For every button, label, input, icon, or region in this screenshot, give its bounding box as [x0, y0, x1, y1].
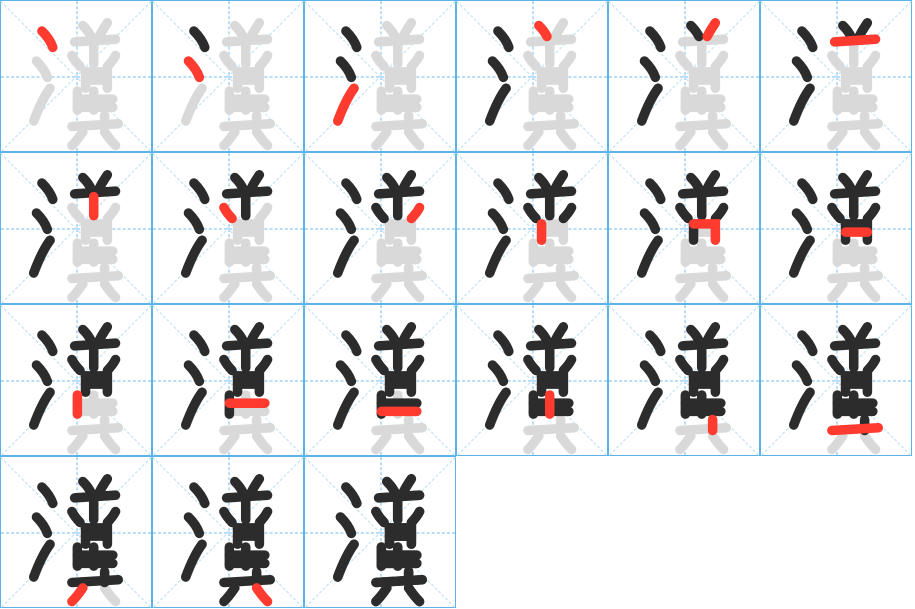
stroke-cell-15: [304, 304, 456, 456]
character-strokes: [153, 305, 303, 455]
stroke-cell-18: [760, 304, 912, 456]
highlight-stroke: [257, 588, 268, 602]
character-strokes: [305, 457, 455, 607]
character-strokes: [1, 153, 151, 303]
stroke-cell-3: [304, 0, 456, 152]
character-strokes: [761, 1, 911, 151]
stroke-cell-6: [760, 0, 912, 152]
character-strokes: [457, 153, 607, 303]
character-strokes: [1, 457, 151, 607]
character-strokes: [761, 153, 911, 303]
highlight-stroke: [338, 88, 354, 121]
stroke-cell-20: [152, 456, 304, 608]
highlight-stroke: [72, 588, 83, 602]
character-strokes: [609, 153, 759, 303]
stroke-cell-9: [304, 152, 456, 304]
stroke-cell-7: [0, 152, 152, 304]
stroke-cell-11: [608, 152, 760, 304]
stroke-cell-10: [456, 152, 608, 304]
character-strokes: [153, 153, 303, 303]
character-strokes: [609, 1, 759, 151]
stroke-cell-16: [456, 304, 608, 456]
highlight-stroke: [188, 61, 199, 77]
character-strokes: [305, 1, 455, 151]
character-strokes: [153, 457, 303, 607]
stroke-cell-21: [304, 456, 456, 608]
character-strokes: [609, 305, 759, 455]
stroke-cell-19: [0, 456, 152, 608]
character-strokes: [1, 1, 151, 151]
highlight-stroke: [539, 26, 547, 37]
stroke-cell-5: [608, 0, 760, 152]
stroke-cell-12: [760, 152, 912, 304]
highlight-stroke: [707, 23, 715, 37]
stroke-cell-17: [608, 304, 760, 456]
stroke-cell-4: [456, 0, 608, 152]
character-strokes: [305, 153, 455, 303]
stroke-cell-2: [152, 0, 304, 152]
stroke-cell-8: [152, 152, 304, 304]
stroke-order-grid: [0, 0, 915, 608]
stroke-cell-13: [0, 304, 152, 456]
highlight-stroke: [835, 39, 876, 42]
character-strokes: [153, 1, 303, 151]
highlight-stroke: [832, 428, 878, 431]
character-strokes: [761, 305, 911, 455]
stroke-cell-1: [0, 0, 152, 152]
character-strokes: [457, 305, 607, 455]
stroke-cell-14: [152, 304, 304, 456]
character-strokes: [305, 305, 455, 455]
character-strokes: [1, 305, 151, 455]
highlight-stroke: [224, 208, 232, 219]
highlight-stroke: [42, 31, 53, 47]
character-strokes: [457, 1, 607, 151]
highlight-stroke: [411, 208, 419, 219]
